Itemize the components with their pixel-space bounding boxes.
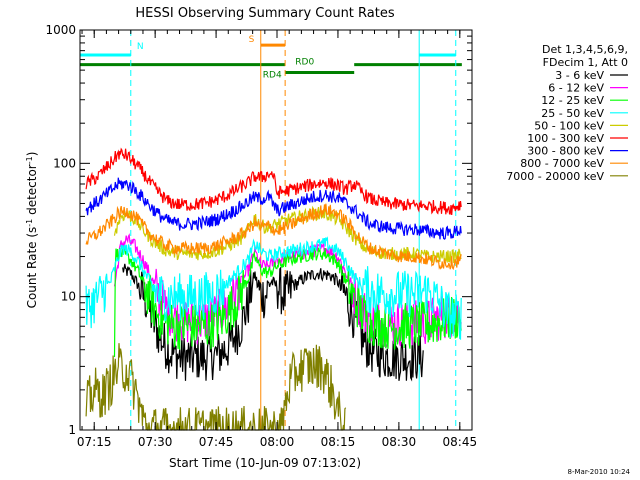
- series-line: [85, 147, 462, 215]
- x-axis-label: Start Time (10-Jun-09 07:13:02): [169, 456, 361, 470]
- x-tick-label: 07:45: [199, 435, 234, 449]
- y-tick-label: 1000: [45, 23, 76, 37]
- axes-layer: 1 10 100 1000 07:15 07:30 07:45 08:00 08:15 08:30…: [45, 23, 477, 449]
- y-tick-label: 100: [53, 156, 76, 170]
- legend-label: 100 - 300 keV: [527, 132, 604, 145]
- x-tick-label: 08:00: [260, 435, 295, 449]
- legend-label: 12 - 25 keV: [541, 94, 604, 107]
- y-axis-label-mid: detector: [25, 164, 39, 219]
- legend-label: 300 - 800 keV: [527, 145, 604, 158]
- flag-label: S: [249, 35, 255, 45]
- x-tick-label: 08:45: [443, 435, 478, 449]
- legend: Det 1,3,4,5,6,9, FDecim 1, Att 0 3 - 6 k…: [506, 43, 628, 183]
- flag-label: N: [137, 42, 144, 52]
- flag-label: RD4: [263, 71, 282, 81]
- chart-title: HESSI Observing Summary Count Rates: [135, 6, 394, 21]
- legend-header-2: FDecim 1, Att 0: [543, 56, 628, 69]
- series-line: [85, 236, 462, 341]
- series-line: [113, 205, 462, 264]
- legend-label: 6 - 12 keV: [548, 82, 604, 95]
- legend-label: 7000 - 20000 keV: [506, 170, 604, 183]
- timestamp: 8-Mar-2010 10:24: [568, 468, 631, 476]
- plot-frame: [79, 29, 473, 431]
- flag-layer: N S RD4 RD0: [80, 35, 462, 81]
- y-axis-label-main: Count Rate (s: [25, 227, 39, 309]
- x-tick-label: 08:30: [382, 435, 417, 449]
- series-line: [85, 343, 347, 431]
- y-axis-label-sup1: -1: [25, 219, 34, 227]
- y-axis-label-sup2: -1: [25, 156, 34, 164]
- series-line: [85, 203, 462, 271]
- legend-label: 50 - 100 keV: [534, 119, 604, 132]
- series-line: [113, 246, 462, 358]
- x-tick-label: 07:30: [138, 435, 173, 449]
- y-tick-label: 1: [68, 423, 76, 437]
- legend-label: 25 - 50 keV: [541, 107, 604, 120]
- y-tick-label: 10: [61, 290, 76, 304]
- x-tick-label: 07:15: [77, 435, 112, 449]
- series-layer: [85, 147, 462, 431]
- x-tick-label: 08:15: [321, 435, 356, 449]
- legend-header-1: Det 1,3,4,5,6,9,: [542, 43, 628, 56]
- legend-label: 3 - 6 keV: [555, 69, 604, 82]
- y-axis-label: Count Rate (s-1 detector-1): [25, 152, 39, 309]
- legend-label: 800 - 7000 keV: [520, 157, 604, 170]
- y-axis-label-end: ): [25, 152, 39, 157]
- series-line: [85, 177, 462, 240]
- flag-label: RD0: [295, 58, 314, 68]
